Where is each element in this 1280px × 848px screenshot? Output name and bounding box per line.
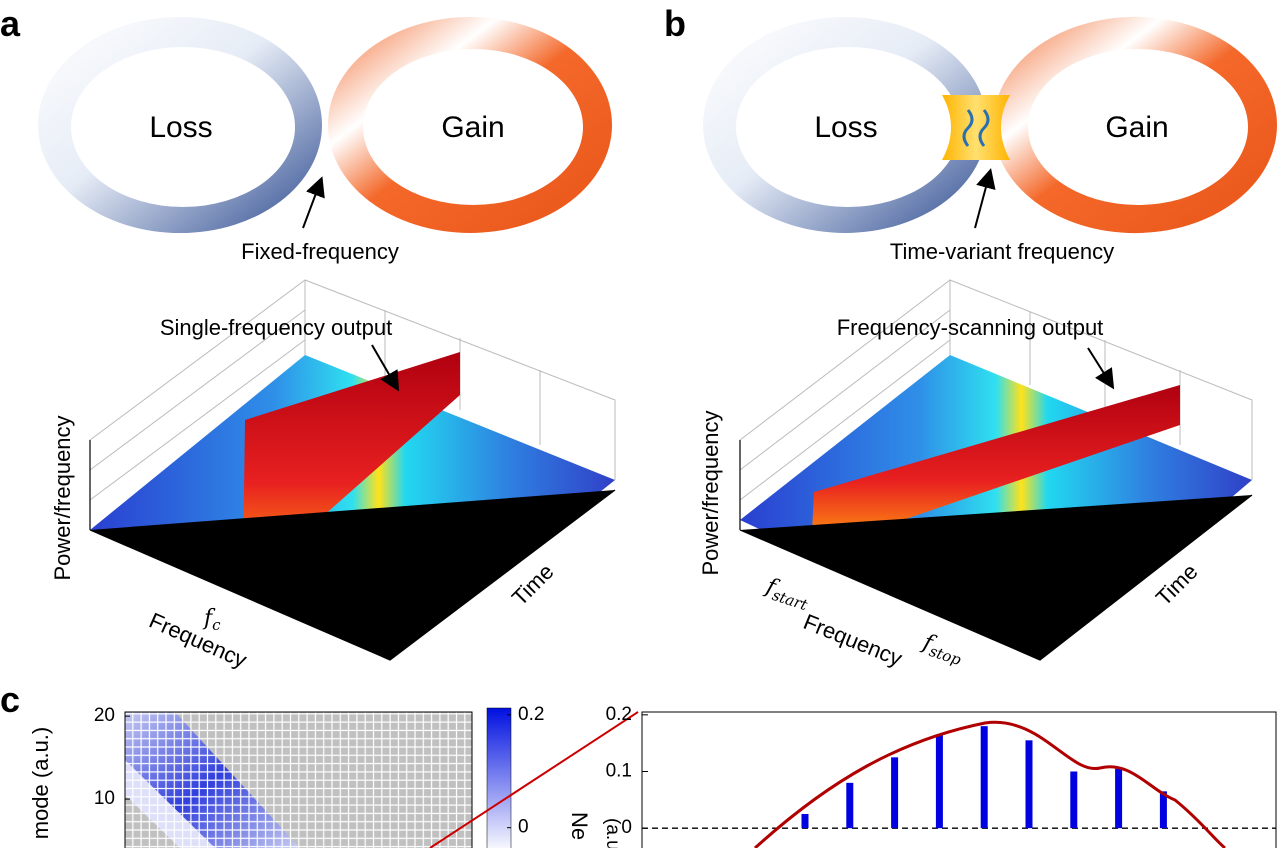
bar bbox=[1159, 791, 1167, 829]
annotation: Time-variant frequency bbox=[890, 239, 1114, 264]
colorbar-label: Ne bbox=[567, 812, 592, 840]
panel-label: c bbox=[0, 679, 20, 720]
bar bbox=[1070, 771, 1078, 829]
colorbar-unit: (a.u.) bbox=[602, 818, 623, 848]
arrow bbox=[371, 344, 400, 392]
axis-label: Frequency bbox=[145, 608, 250, 673]
annotation: Fixed-frequency bbox=[241, 239, 399, 264]
frequency-marker: fstop bbox=[917, 629, 966, 669]
ring-label: Gain bbox=[441, 111, 504, 144]
colorbar-tick-label: 0 bbox=[518, 817, 529, 838]
y-tick-label: 10 bbox=[94, 788, 115, 809]
arrow bbox=[1087, 347, 1115, 390]
connector bbox=[429, 711, 639, 848]
coupler-wave bbox=[962, 109, 990, 147]
axis-label: Power/frequency bbox=[698, 410, 723, 575]
bar bbox=[1115, 768, 1123, 829]
bar bbox=[801, 814, 809, 829]
bar bbox=[935, 734, 943, 829]
panel-label: a bbox=[0, 3, 21, 44]
heatmap-axis: 10 20 0 0.2 bbox=[94, 704, 545, 838]
ring-label: Loss bbox=[149, 111, 212, 144]
annotation: Single-frequency output bbox=[160, 315, 392, 340]
bar bbox=[891, 757, 899, 829]
fit-curve bbox=[753, 720, 1226, 848]
arrow bbox=[974, 168, 996, 229]
heatmap-frame bbox=[124, 711, 473, 848]
colorbar-tick-label: 0.2 bbox=[518, 704, 544, 725]
heatmap-grid bbox=[125, 712, 472, 848]
frequency-marker: fc bbox=[202, 606, 221, 634]
panel-label: b bbox=[664, 3, 686, 44]
output-ridge bbox=[812, 385, 1180, 545]
y-tick-label: 20 bbox=[94, 705, 115, 726]
plot-frame bbox=[641, 711, 1277, 848]
y-tick-label: 0.2 bbox=[606, 704, 632, 725]
bar bbox=[846, 782, 854, 829]
coupler bbox=[942, 95, 1010, 160]
axis-frame bbox=[89, 440, 616, 661]
ring-label: Loss bbox=[814, 111, 877, 144]
bar-chart: 0 0.1 0.2 bbox=[606, 704, 1277, 848]
axis-label: Time bbox=[507, 559, 559, 611]
colorbar bbox=[486, 707, 512, 848]
y-tick-label: 0.1 bbox=[606, 761, 632, 782]
frequency-marker: fstart bbox=[760, 573, 813, 614]
axis-frame bbox=[739, 440, 1253, 661]
ring-label: Gain bbox=[1105, 111, 1168, 144]
arrow bbox=[302, 176, 325, 229]
axis-label: Power/frequency bbox=[50, 415, 75, 580]
axis-label: Frequency bbox=[800, 609, 906, 671]
y-tick-label: 0 bbox=[621, 817, 632, 838]
annotation: Frequency-scanning output bbox=[837, 315, 1104, 340]
bar bbox=[980, 726, 988, 829]
axis-label: mode (a.u.) bbox=[28, 727, 53, 840]
bar bbox=[1025, 740, 1033, 829]
